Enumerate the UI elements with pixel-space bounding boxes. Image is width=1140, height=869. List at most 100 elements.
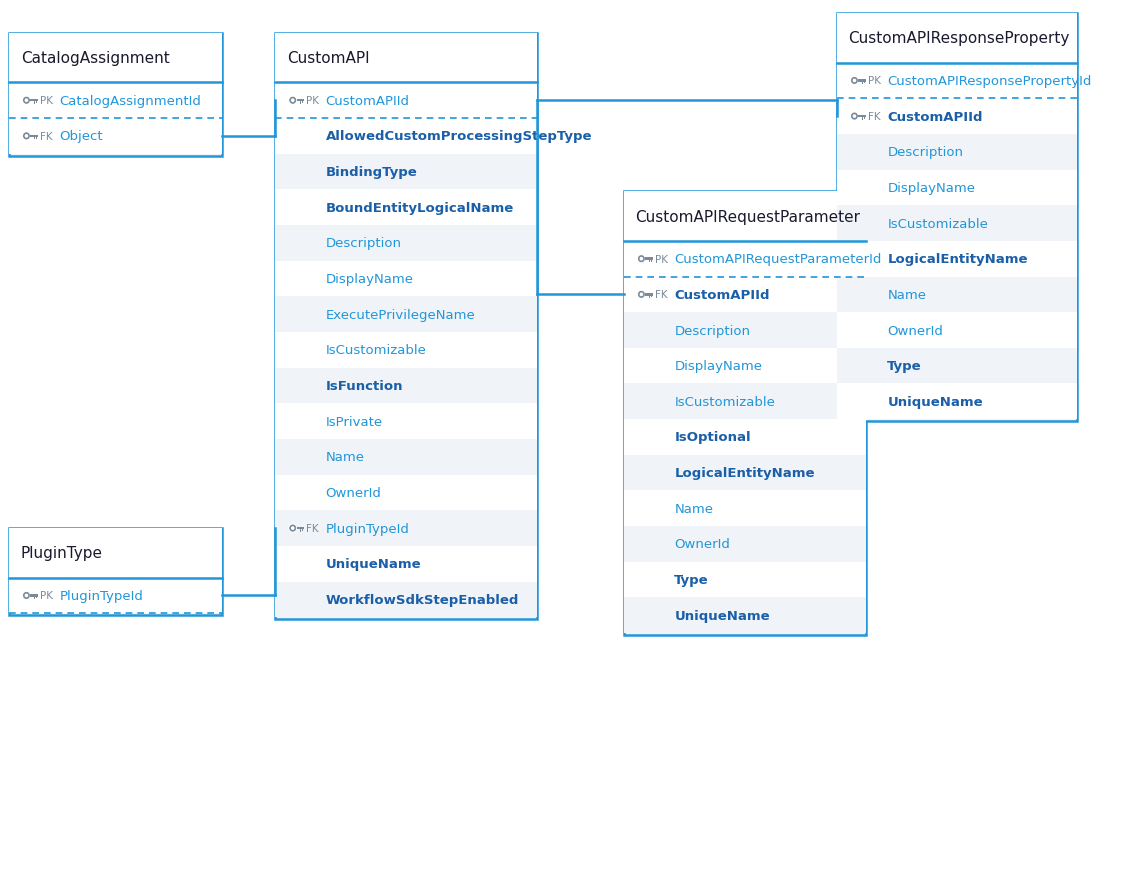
Text: WorkflowSdkStepEnabled: WorkflowSdkStepEnabled [326,594,519,607]
Bar [624,598,866,634]
Circle shape [288,524,296,533]
Bar [837,99,1077,135]
Text: Description: Description [674,324,750,337]
Bar [9,119,222,155]
Bar [276,404,537,440]
Bar [9,34,222,83]
Text: PluginTypeId: PluginTypeId [326,522,409,535]
Bar [645,294,653,296]
Text: PK: PK [656,255,668,264]
Circle shape [23,97,31,105]
Text: CustomAPIId: CustomAPIId [326,95,409,108]
Bar [9,34,222,156]
Bar [276,297,537,333]
Text: PK: PK [40,591,52,600]
Circle shape [291,527,294,530]
Bar [276,368,537,404]
Bar [837,313,1077,348]
Text: CustomAPI: CustomAPI [287,51,369,66]
Text: CustomAPIResponsePropertyId: CustomAPIResponsePropertyId [887,75,1092,88]
Bar [862,118,863,121]
Bar [837,242,1077,277]
Text: Object: Object [59,130,103,143]
Bar [9,528,222,578]
Text: DisplayName: DisplayName [674,360,763,373]
Bar [276,262,537,297]
Bar [9,578,222,614]
Bar [276,34,537,83]
Text: BindingType: BindingType [326,166,417,179]
Bar [296,527,304,530]
Text: UniqueName: UniqueName [326,558,422,571]
Bar [858,80,866,83]
Bar [624,491,866,527]
Bar [276,190,537,226]
Circle shape [853,79,856,83]
Text: PluginTypeId: PluginTypeId [59,589,144,602]
Bar [276,155,537,190]
Bar [649,261,650,263]
Bar [837,63,1077,99]
Text: BoundEntityLogicalName: BoundEntityLogicalName [326,202,514,215]
Bar [302,530,303,532]
Bar [837,135,1077,170]
Text: CatalogAssignment: CatalogAssignment [21,51,170,66]
Bar [624,277,866,313]
Bar [837,277,1077,313]
Text: FK: FK [40,132,52,142]
Text: Name: Name [887,289,927,302]
Circle shape [850,77,858,85]
Text: IsFunction: IsFunction [326,380,404,393]
Text: CustomAPIId: CustomAPIId [887,110,983,123]
Bar [624,242,866,277]
Bar [651,261,652,262]
Text: IsCustomizable: IsCustomizable [326,344,426,357]
Bar [276,333,537,368]
Text: FK: FK [656,290,668,300]
Bar [276,547,537,582]
Circle shape [23,592,31,600]
Bar [302,103,303,104]
Bar [34,138,35,140]
Text: PK: PK [868,76,881,86]
Text: IsPrivate: IsPrivate [326,415,383,428]
Bar [651,296,652,298]
Text: OwnerId: OwnerId [674,538,731,551]
Text: CatalogAssignmentId: CatalogAssignmentId [59,95,202,108]
Bar [9,83,222,119]
Text: PK: PK [307,96,319,106]
Bar [35,103,38,104]
Bar [837,14,1077,421]
Bar [31,136,38,138]
Circle shape [637,255,645,263]
Bar [35,138,38,140]
Bar [624,562,866,598]
Text: OwnerId: OwnerId [887,324,943,337]
Text: CustomAPIResponseProperty: CustomAPIResponseProperty [848,31,1070,46]
Bar [624,348,866,384]
Circle shape [25,135,28,138]
Circle shape [640,293,643,297]
Bar [31,594,38,597]
Text: OwnerId: OwnerId [326,487,382,500]
Text: Name: Name [674,502,714,515]
Text: CustomAPIId: CustomAPIId [674,289,770,302]
Bar [31,100,38,103]
Text: Type: Type [674,574,709,587]
Text: IsCustomizable: IsCustomizable [674,395,775,408]
Text: Description: Description [326,237,401,250]
Bar [276,226,537,262]
Circle shape [288,97,296,105]
Bar [624,455,866,491]
Bar [624,384,866,420]
Bar [276,511,537,547]
Text: Type: Type [887,360,922,373]
Text: PK: PK [40,96,52,106]
Text: DisplayName: DisplayName [326,273,414,286]
Text: LogicalEntityName: LogicalEntityName [887,253,1028,266]
Text: PluginType: PluginType [21,546,103,561]
Bar [862,83,863,85]
Text: ExecutePrivilegeName: ExecutePrivilegeName [326,308,475,322]
Text: IsCustomizable: IsCustomizable [887,217,988,230]
Bar [837,384,1077,420]
